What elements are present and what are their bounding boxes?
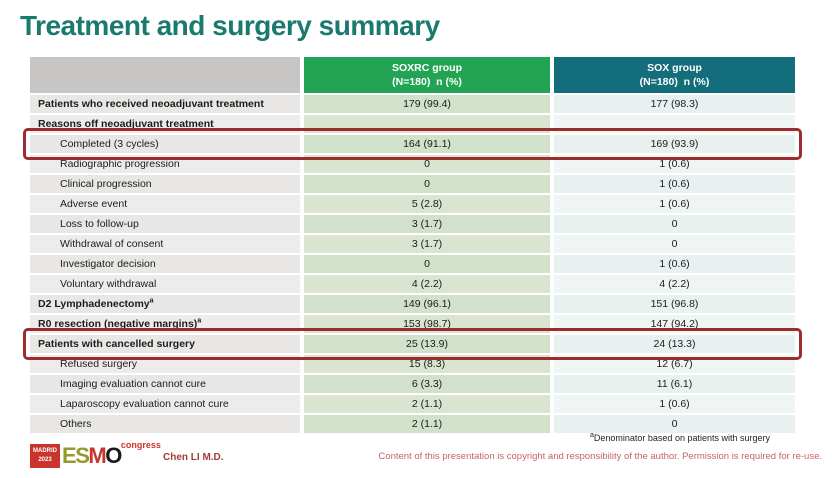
sox-value: 1 (0.6)	[554, 195, 795, 213]
row-label: Voluntary withdrawal	[30, 275, 300, 293]
soxrc-value: 5 (2.8)	[304, 195, 550, 213]
row-label: Loss to follow-up	[30, 215, 300, 233]
soxrc-value: 0	[304, 255, 550, 273]
table-row: Others 2 (1.1) 0	[30, 415, 795, 433]
soxrc-value: 3 (1.7)	[304, 235, 550, 253]
table-row: Imaging evaluation cannot cure 6 (3.3) 11 …	[30, 375, 795, 393]
table-row: Withdrawal of consent 3 (1.7) 0	[30, 235, 795, 253]
header-sox-group: SOX group (N=180) n (%)	[554, 57, 795, 93]
row-label: Imaging evaluation cannot cure	[30, 375, 300, 393]
table-body: Patients who received neoadjuvant treatm…	[30, 95, 795, 433]
sox-value: 147 (94.2)	[554, 315, 795, 333]
row-label: Refused surgery	[30, 355, 300, 373]
header-soxrc-group: SOXRC group (N=180) n (%)	[304, 57, 550, 93]
sox-value: 177 (98.3)	[554, 95, 795, 113]
table-row: Loss to follow-up 3 (1.7) 0	[30, 215, 795, 233]
soxrc-group-name: SOXRC group	[392, 61, 462, 74]
table-row: Investigator decision 0 1 (0.6)	[30, 255, 795, 273]
row-label: Patients with cancelled surgery	[30, 335, 300, 353]
soxrc-value: 149 (96.1)	[304, 295, 550, 313]
sox-value: 1 (0.6)	[554, 175, 795, 193]
footnote-superscript: a	[589, 432, 594, 439]
sox-value: 151 (96.8)	[554, 295, 795, 313]
soxrc-value: 164 (91.1)	[304, 135, 550, 153]
soxrc-group-sub: (N=180) n (%)	[392, 76, 462, 88]
summary-table: SOXRC group (N=180) n (%) SOX group (N=1…	[23, 57, 802, 433]
sox-value: 169 (93.9)	[554, 135, 795, 153]
sox-group-sub: (N=180) n (%)	[639, 76, 710, 88]
badge-city: MADRID	[33, 448, 57, 454]
congress-label: congress	[120, 440, 161, 450]
soxrc-value: 25 (13.9)	[304, 335, 550, 353]
row-label: Laparoscopy evaluation cannot cure	[30, 395, 300, 413]
soxrc-value: 153 (98.7)	[304, 315, 550, 333]
table-row: Adverse event 5 (2.8) 1 (0.6)	[30, 195, 795, 213]
sox-value: 12 (6.7)	[554, 355, 795, 373]
esmo-congress-logo: MADRID 2023 ESMO congress	[30, 439, 161, 468]
sox-group-name: SOX group	[647, 61, 702, 74]
sox-value: 1 (0.6)	[554, 255, 795, 273]
row-label: Clinical progression	[30, 175, 300, 193]
footnote-text: Denominator based on patients with surge…	[593, 433, 770, 443]
esmo-wordmark: ESMO	[62, 443, 122, 468]
soxrc-value: 0	[304, 175, 550, 193]
row-label: Patients who received neoadjuvant treatm…	[30, 95, 300, 113]
sox-value: 0	[554, 215, 795, 233]
soxrc-value	[304, 115, 550, 133]
sox-value: 0	[554, 415, 795, 433]
soxrc-value: 0	[304, 155, 550, 173]
row-label: Reasons off neoadjuvant treatment	[30, 115, 300, 133]
table-row: Reasons off neoadjuvant treatment	[30, 115, 795, 133]
table-row: Clinical progression 0 1 (0.6)	[30, 175, 795, 193]
soxrc-value: 2 (1.1)	[304, 395, 550, 413]
soxrc-value: 3 (1.7)	[304, 215, 550, 233]
soxrc-value: 15 (8.3)	[304, 355, 550, 373]
row-label: Adverse event	[30, 195, 300, 213]
table-footnote: aDenominator based on patients with surg…	[500, 432, 770, 443]
table-row: Patients who received neoadjuvant treatm…	[30, 95, 795, 113]
row-label: Completed (3 cycles)	[30, 135, 300, 153]
page-title: Treatment and surgery summary	[20, 10, 440, 41]
row-label: Others	[30, 415, 300, 433]
copyright-notice: Content of this presentation is copyrigh…	[378, 451, 822, 462]
row-label: Investigator decision	[30, 255, 300, 273]
sox-value: 4 (2.2)	[554, 275, 795, 293]
table-row: Voluntary withdrawal 4 (2.2) 4 (2.2)	[30, 275, 795, 293]
row-label: Withdrawal of consent	[30, 235, 300, 253]
row-label: R0 resection (negative margins)a	[30, 315, 300, 333]
sox-value: 1 (0.6)	[554, 395, 795, 413]
table-row: R0 resection (negative margins)a 153 (98.…	[30, 315, 795, 333]
row-label: D2 Lymphadenectomya	[30, 295, 300, 313]
table-row: Refused surgery 15 (8.3) 12 (6.7)	[30, 355, 795, 373]
madrid-2023-badge: MADRID 2023	[30, 444, 60, 468]
soxrc-value: 2 (1.1)	[304, 415, 550, 433]
header-empty-cell	[30, 57, 300, 93]
table-row: Patients with cancelled surgery 25 (13.9)…	[30, 335, 795, 353]
sox-value	[554, 115, 795, 133]
row-label: Radiographic progression	[30, 155, 300, 173]
table-row: D2 Lymphadenectomya 149 (96.1) 151 (96.8)	[30, 295, 795, 313]
table-header-row: SOXRC group (N=180) n (%) SOX group (N=1…	[30, 57, 795, 93]
table-row: Radiographic progression 0 1 (0.6)	[30, 155, 795, 173]
sox-value: 1 (0.6)	[554, 155, 795, 173]
soxrc-value: 179 (99.4)	[304, 95, 550, 113]
author-name: Chen LI M.D.	[163, 452, 224, 463]
sox-value: 0	[554, 235, 795, 253]
soxrc-value: 6 (3.3)	[304, 375, 550, 393]
sox-value: 24 (13.3)	[554, 335, 795, 353]
table-row: Completed (3 cycles) 164 (91.1) 169 (93.9)	[30, 135, 795, 153]
table-row: Laparoscopy evaluation cannot cure 2 (1.1…	[30, 395, 795, 413]
badge-year: 2023	[38, 457, 52, 463]
sox-value: 11 (6.1)	[554, 375, 795, 393]
soxrc-value: 4 (2.2)	[304, 275, 550, 293]
